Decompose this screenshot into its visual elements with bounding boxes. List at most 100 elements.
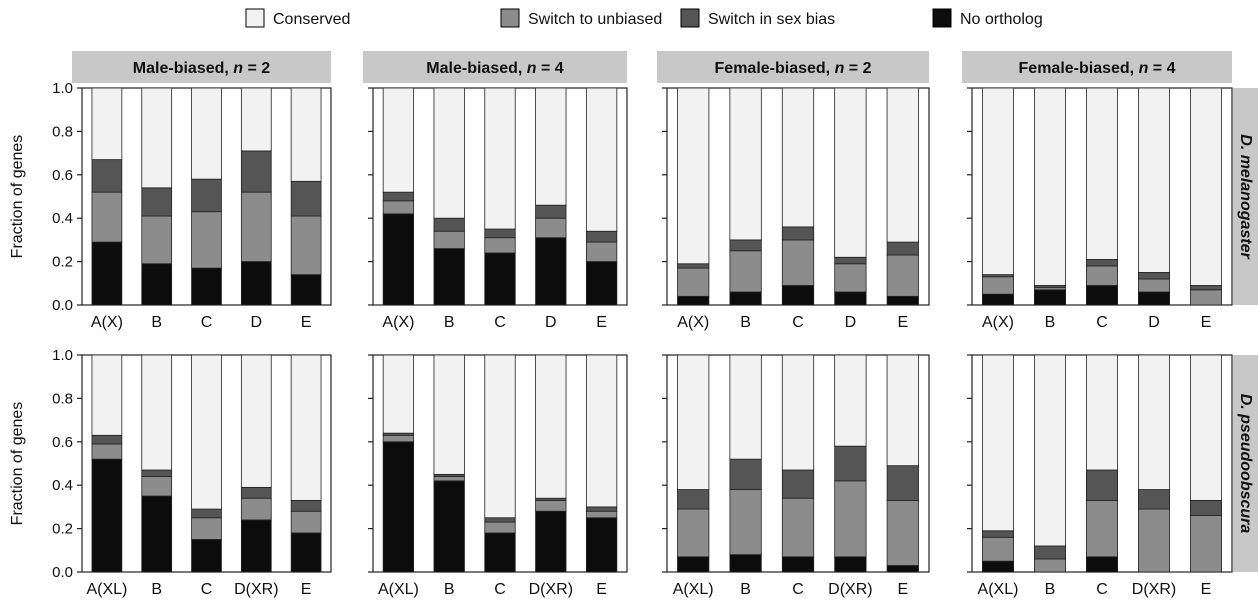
bar-segment [240,150,272,193]
y-tick-label: 0.0 [52,564,73,581]
bar-segment [191,267,222,306]
bar-segment [1034,545,1067,560]
bar-segment [677,489,710,510]
bar-segment [781,497,815,558]
bar-segment [585,261,618,306]
x-tick-label: D(XR) [529,581,573,598]
bar-segment [191,517,222,540]
chart-panel: A(X) B C D E [662,87,930,331]
row-labels: D. melanogaster D. pseudoobscura [1233,88,1258,572]
x-tick-label: C [494,314,506,331]
bar-segment [982,87,1015,276]
bar-segment [433,354,465,475]
bar-segment [834,291,867,306]
bar-segment [1190,285,1223,291]
bar-segment [585,506,618,512]
bar-segment [484,532,516,573]
bar-segment [484,354,516,519]
legend-swatch [680,8,700,28]
x-tick-label: C [1096,314,1108,331]
bar-segment [1190,289,1223,306]
bar-segment [141,495,173,573]
bar-segment [982,293,1015,306]
bar-segment [886,87,919,243]
bar-segment [1086,87,1119,260]
column-header-bg [657,51,929,83]
x-tick-label: C [494,581,506,598]
bar-segment [1086,285,1119,306]
bar-segment [834,480,867,558]
bar-segment [834,87,867,258]
bar-segment [535,510,567,573]
x-tick-label: B [444,314,455,331]
x-tick-label: A(X) [982,314,1014,331]
bar-segment [382,213,415,306]
bar-segment [886,241,919,256]
bar-segment [677,295,710,306]
bar-segment [585,517,618,573]
bar-segment [729,291,762,306]
bar-segment [677,87,710,265]
column-header-title: Male-biased, n = 4 [426,60,564,77]
x-tick-label: C [792,581,804,598]
chart-panel: 0.0 0.2 0.4 0.6 0.8 1.0 Fraction of genes A(XL)… [9,347,332,598]
bar-segment [290,532,322,573]
bar-segment [729,87,762,241]
bar-segment [1086,259,1119,267]
y-tick-label: 0.8 [52,390,73,407]
legend: Conserved Switch to unbiased Switch in sex… [245,8,1043,28]
legend-label: No ortholog [960,11,1043,28]
bar-segment [484,87,516,230]
bar-segment [382,441,415,573]
bar-segment [240,519,272,573]
x-tick-label: E [596,581,607,598]
bar-segment [290,510,322,534]
bar-segment [1190,354,1223,501]
bar-segment [585,230,618,243]
bar-segment [141,87,173,189]
y-tick-label: 0.2 [52,254,73,271]
x-tick-label: E [301,581,312,598]
bar-segment [91,354,123,436]
bar-segment [781,239,815,286]
bar-segment [1034,354,1067,547]
chart-panel: A(XL) B C D(XR) E [662,354,930,598]
bar-segment [1138,354,1171,490]
bar-segment [781,556,815,573]
bar-segment [484,521,516,534]
bar-segment [433,248,465,306]
bar-segment [240,486,272,499]
x-tick-label: D [251,314,263,331]
bar-segment [433,476,465,482]
bar-segment [191,178,222,213]
x-tick-label: C [201,314,213,331]
bar-segment [1138,272,1171,280]
bar-segment [484,517,516,523]
bar-segment [141,354,173,471]
chart-panel: A(X) B C D E [967,87,1233,331]
bar-segment [91,443,123,460]
bar-segment [290,215,322,276]
x-tick-label: E [596,314,607,331]
x-tick-label: D [1148,314,1160,331]
x-tick-label: B [151,581,162,598]
bar-segment [191,508,222,519]
bar-segment [982,276,1015,295]
bar-segment [191,87,222,180]
bar-segment [290,274,322,306]
x-tick-label: B [1045,581,1056,598]
y-tick-label: 1.0 [52,347,73,364]
x-tick-label: B [444,581,455,598]
bar-segment [677,556,710,573]
bar-segment [834,556,867,573]
bar-segment [1086,499,1119,558]
bar-segment [484,228,516,239]
bar-segment [1138,489,1171,510]
bar-segment [433,230,465,249]
chart-panel: A(XL) B C D(XR) E [368,354,628,598]
x-tick-label: A(X) [677,314,709,331]
bar-segment [191,354,222,510]
bar-segment [240,87,272,152]
bar-segment [433,87,465,219]
x-tick-label: A(X) [382,314,414,331]
